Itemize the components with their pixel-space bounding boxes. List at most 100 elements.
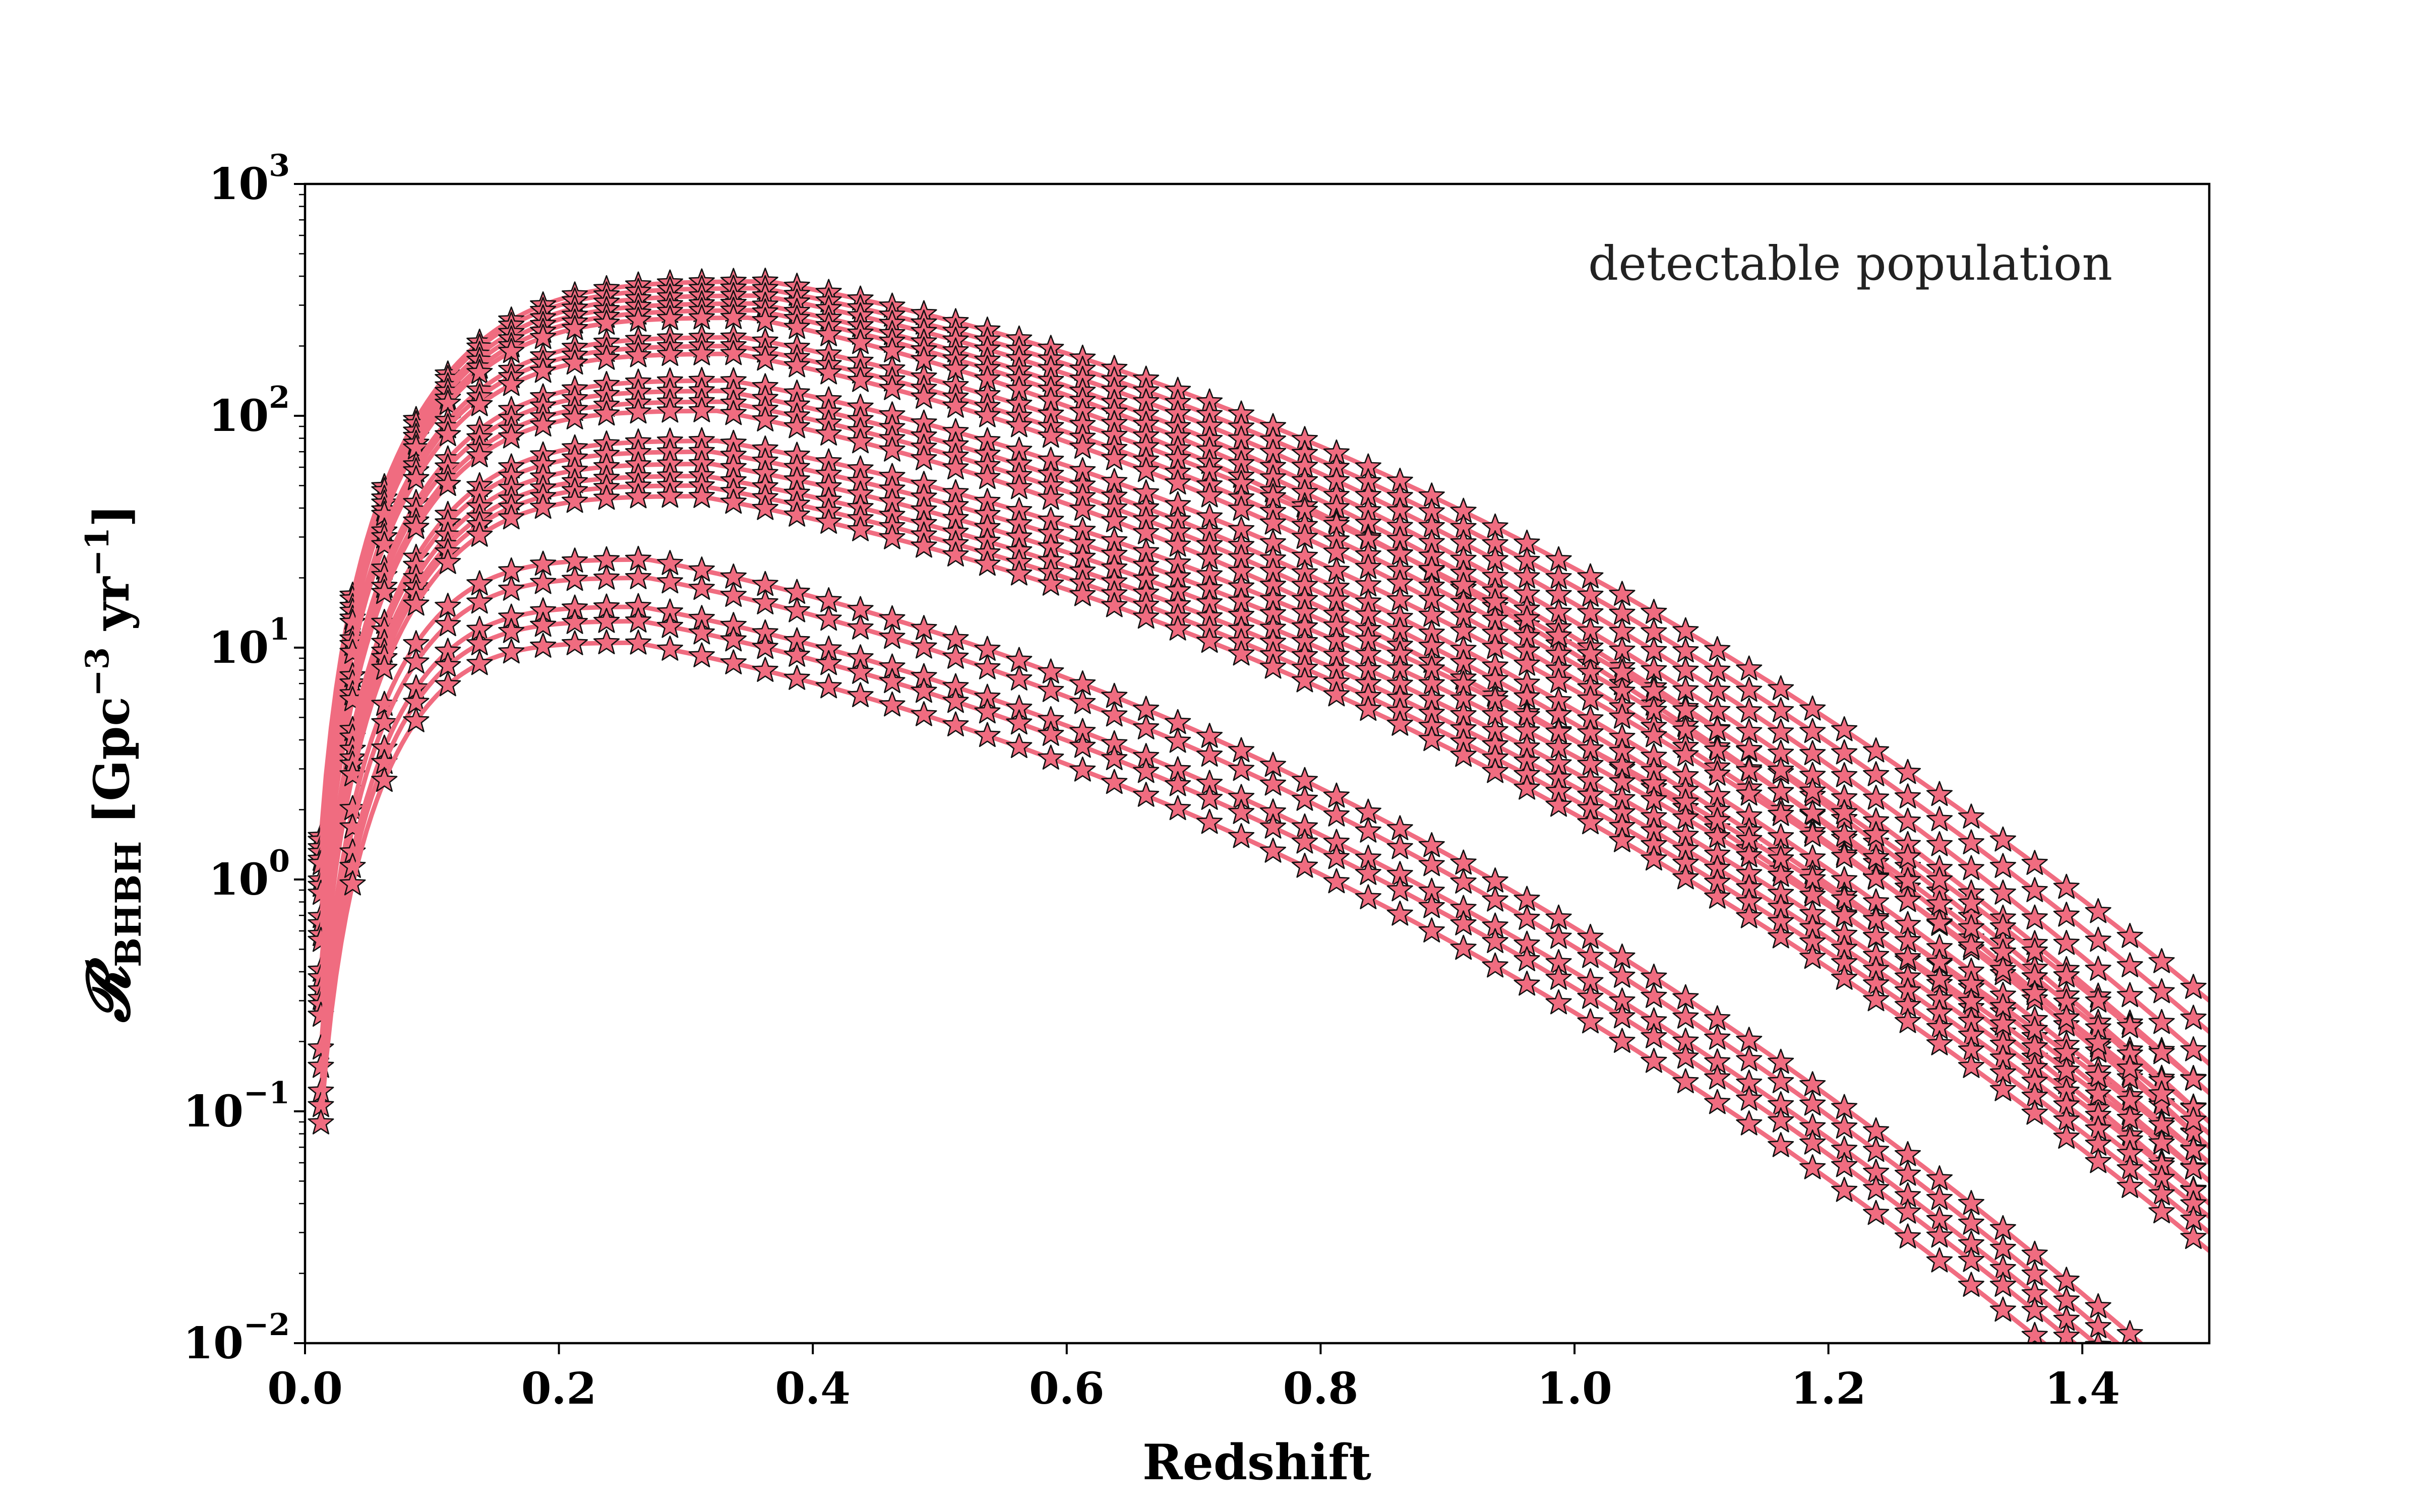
data-point	[1101, 507, 1128, 533]
data-point	[1799, 740, 1826, 766]
data-point	[2180, 1224, 2207, 1249]
data-point	[1228, 823, 1255, 848]
data-point	[1831, 965, 1858, 990]
data-point	[656, 613, 683, 638]
data-point	[1450, 868, 1477, 894]
data-point	[498, 576, 525, 601]
data-point	[942, 711, 969, 737]
y-tick-label: 103	[209, 148, 290, 210]
data-point	[1863, 986, 1890, 1012]
data-point	[308, 1109, 334, 1135]
data-point	[1196, 785, 1223, 810]
data-point	[1418, 893, 1445, 918]
data-point	[2021, 1099, 2048, 1125]
data-point	[688, 340, 715, 365]
data-point	[752, 345, 778, 371]
data-point	[1259, 813, 1286, 839]
data-point	[1133, 782, 1160, 807]
data-point	[1545, 668, 1572, 693]
data-point	[1514, 775, 1540, 800]
data-point	[1101, 445, 1128, 470]
data-point	[720, 582, 747, 607]
data-point	[1577, 943, 1604, 968]
x-tick-label: 1.0	[1537, 1363, 1612, 1414]
data-point	[2148, 1080, 2175, 1106]
data-point	[1736, 736, 1763, 762]
x-tick-label: 0.2	[521, 1363, 597, 1414]
data-point	[1006, 412, 1033, 437]
data-point	[1323, 844, 1350, 869]
data-point	[1672, 1003, 1699, 1029]
data-point	[2085, 1081, 2111, 1106]
data-point	[2116, 923, 2143, 948]
data-point	[720, 488, 747, 514]
data-point	[2148, 1039, 2175, 1064]
data-point	[1514, 905, 1540, 930]
data-point	[625, 564, 651, 589]
data-point	[530, 633, 557, 658]
data-point	[2180, 1004, 2207, 1030]
data-point	[1958, 1272, 1984, 1297]
data-point	[1768, 757, 1794, 782]
y-axis-subscript: BHBH	[107, 841, 149, 968]
data-point	[1831, 843, 1858, 868]
data-point	[783, 665, 810, 690]
data-point	[752, 495, 778, 520]
data-point	[1672, 617, 1699, 643]
data-point	[847, 682, 874, 708]
data-point	[1894, 867, 1921, 892]
data-point	[2021, 1033, 2048, 1059]
data-point	[1799, 1091, 1826, 1116]
x-tick-label: 0.0	[267, 1363, 343, 1414]
data-point	[1641, 1048, 1667, 1073]
data-point	[974, 402, 1001, 427]
data-point	[2116, 1013, 2143, 1038]
data-point	[1704, 677, 1731, 702]
data-point	[1069, 495, 1096, 521]
data-point	[1894, 1199, 1921, 1224]
data-point	[1133, 714, 1160, 740]
data-point	[1069, 689, 1096, 714]
data-point	[1704, 1064, 1731, 1090]
data-point	[911, 633, 937, 659]
data-point	[1736, 1027, 1763, 1052]
y-axis-unit-exp1: −3	[79, 647, 116, 697]
data-point	[1736, 676, 1763, 702]
data-point	[2085, 1332, 2111, 1343]
data-point	[625, 483, 651, 509]
data-point	[1386, 900, 1413, 926]
x-tick-label: 1.2	[1791, 1363, 1866, 1414]
data-point	[1006, 709, 1033, 735]
data-point	[656, 482, 683, 508]
data-point	[1259, 654, 1286, 679]
data-point	[1958, 988, 1984, 1013]
data-point	[1641, 963, 1667, 989]
data-point	[435, 611, 461, 637]
data-point	[2021, 850, 2048, 875]
data-point	[1418, 917, 1445, 942]
data-point	[720, 340, 747, 365]
data-point	[1736, 1086, 1763, 1111]
data-point	[2021, 877, 2048, 902]
data-point	[1989, 879, 2016, 905]
data-point	[688, 483, 715, 508]
data-point	[1958, 803, 1984, 829]
data-point	[1989, 1296, 2016, 1322]
data-point	[1609, 704, 1636, 729]
data-point	[2053, 1267, 2080, 1292]
data-point	[720, 649, 747, 674]
data-point	[625, 398, 651, 424]
y-axis-unit-open: [Gpc	[83, 697, 140, 824]
data-point	[688, 575, 715, 600]
data-point	[1863, 844, 1890, 869]
data-point	[498, 371, 525, 396]
data-point	[1672, 864, 1699, 890]
data-point	[783, 501, 810, 527]
data-point	[1672, 984, 1699, 1010]
svg-text:𝓡BHBH [Gpc−3 yr−1]: 𝓡BHBH [Gpc−3 yr−1]	[73, 505, 149, 1024]
data-point	[435, 549, 461, 574]
series-layer	[308, 268, 2209, 1343]
data-point	[1259, 771, 1286, 796]
series-22	[308, 593, 2111, 1343]
data-point	[815, 321, 842, 346]
